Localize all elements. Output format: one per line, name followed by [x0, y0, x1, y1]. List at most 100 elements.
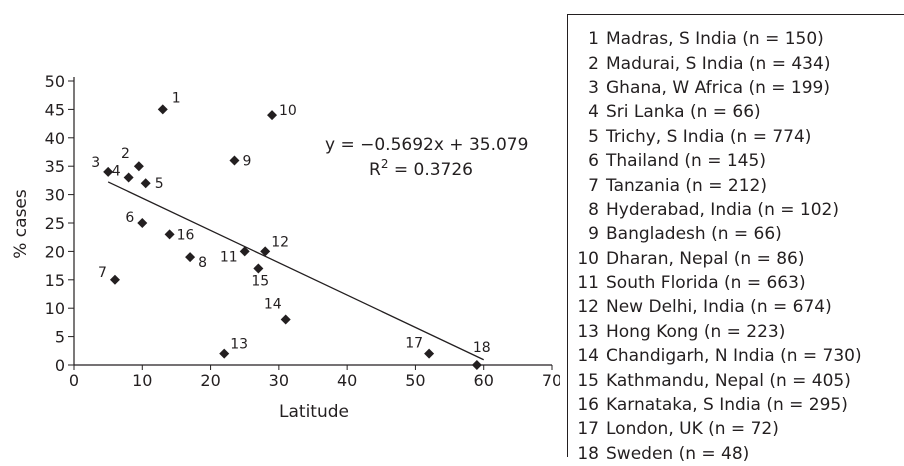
legend-text: Dharan, Nepal (n = 86) [606, 248, 805, 269]
legend: 1 Madras, S India (n = 150) 2 Madurai, S In… [567, 14, 904, 464]
legend-item: 8 Hyderabad, India (n = 102) [568, 198, 862, 222]
data-point [137, 218, 148, 228]
legend-item: 4 Sri Lanka (n = 66) [568, 100, 862, 124]
trendline [107, 181, 484, 361]
legend-item: 1 Madras, S India (n = 150) [568, 27, 862, 51]
data-point [140, 178, 151, 189]
legend-item: 14 Chandigarh, N India (n = 730) [568, 344, 862, 368]
legend-text: Thailand (n = 145) [606, 151, 766, 172]
legend-item: 12 New Delhi, India (n = 674) [568, 295, 862, 319]
legend-number: 6 [588, 151, 599, 172]
legend-number: 9 [588, 224, 599, 245]
point-label: 4 [112, 164, 121, 180]
data-point [280, 314, 291, 325]
point-label: 9 [242, 154, 251, 170]
point-label: 16 [177, 227, 195, 243]
x-tick-label: 40 [337, 371, 357, 390]
point-label: 3 [91, 155, 100, 171]
y-tick-label: 35 [45, 157, 65, 176]
point-label: 6 [125, 210, 134, 226]
x-tick-label: 60 [474, 371, 494, 390]
legend-text: Sri Lanka (n = 66) [606, 102, 761, 123]
legend-number: 7 [588, 175, 599, 196]
legend-text: Kathmandu, Nepal (n = 405) [606, 370, 851, 391]
x-tick-label: 50 [405, 371, 425, 390]
y-axis-label: % cases [11, 189, 31, 259]
legend-item: 18 Sweden (n = 48) [568, 442, 862, 466]
legend-item: 16 Karnataka, S India (n = 295) [568, 393, 862, 417]
legend-text: Hong Kong (n = 223) [606, 321, 786, 342]
legend-item: 2 Madurai, S India (n = 434) [568, 51, 862, 75]
legend-item: 7 Tanzania (n = 212) [568, 173, 862, 197]
equation-label: y = −0.5692x + 35.079 [325, 135, 528, 155]
data-point [109, 274, 120, 285]
data-point [239, 246, 250, 257]
point-label: 5 [155, 176, 164, 192]
x-tick-label: 10 [132, 371, 152, 390]
legend-item: 17 London, UK (n = 72) [568, 417, 862, 441]
data-point [185, 252, 196, 263]
data-point [424, 348, 435, 359]
data-point [471, 360, 482, 370]
point-label: 15 [251, 273, 269, 289]
legend-text: Ghana, W Africa (n = 199) [606, 77, 831, 98]
legend-item: 5 Trichy, S India (n = 774) [568, 125, 862, 149]
legend-number: 2 [588, 53, 599, 74]
data-point [157, 104, 168, 115]
legend-number: 11 [577, 273, 599, 294]
legend-text: South Florida (n = 663) [606, 273, 806, 294]
legend-item: 15 Kathmandu, Nepal (n = 405) [568, 368, 862, 392]
point-label: 1 [172, 90, 181, 106]
x-tick-label: 0 [69, 371, 79, 390]
legend-item: 3 Ghana, W Africa (n = 199) [568, 76, 862, 100]
legend-number: 3 [588, 77, 599, 98]
y-tick-label: 5 [55, 328, 65, 347]
legend-item: 9 Bangladesh (n = 66) [568, 222, 862, 246]
legend-text: London, UK (n = 72) [606, 419, 779, 440]
data-point [260, 246, 271, 257]
legend-text: Chandigarh, N India (n = 730) [606, 346, 862, 367]
y-tick-label: 40 [45, 129, 65, 148]
data-point [164, 229, 175, 240]
legend-text: Karnataka, S India (n = 295) [606, 395, 848, 416]
y-tick-label: 45 [45, 100, 65, 119]
legend-item: 13 Hong Kong (n = 223) [568, 320, 862, 344]
legend-text: Tanzania (n = 212) [606, 175, 767, 196]
legend-number: 15 [577, 370, 599, 391]
point-label: 8 [198, 255, 207, 271]
data-point [229, 155, 240, 166]
legend-number: 16 [577, 395, 599, 416]
y-tick-label: 25 [45, 214, 65, 233]
legend-item: 10 Dharan, Nepal (n = 86) [568, 247, 862, 271]
point-label: 2 [121, 146, 130, 162]
legend-text: Sweden (n = 48) [606, 443, 750, 464]
legend-number: 1 [588, 29, 599, 50]
legend-item: 11 South Florida (n = 663) [568, 271, 862, 295]
point-label: 7 [98, 265, 107, 281]
x-tick-label: 70 [542, 371, 560, 390]
data-point [133, 161, 144, 172]
x-tick-label: 30 [269, 371, 289, 390]
legend-number: 14 [577, 346, 599, 367]
legend-text: Bangladesh (n = 66) [606, 224, 782, 245]
legend-text: Hyderabad, India (n = 102) [606, 199, 839, 220]
point-label: 10 [279, 103, 297, 119]
data-point [103, 166, 114, 177]
legend-number: 10 [577, 248, 599, 269]
legend-number: 8 [588, 199, 599, 220]
legend-text: New Delhi, India (n = 674) [606, 297, 832, 318]
y-tick-label: 50 [45, 72, 65, 91]
legend-number: 12 [577, 297, 599, 318]
y-tick-label: 30 [45, 186, 65, 205]
y-tick-label: 0 [55, 356, 65, 375]
x-tick-label: 20 [200, 371, 220, 390]
point-label: 13 [230, 337, 248, 353]
legend-text: Madurai, S India (n = 434) [606, 53, 831, 74]
legend-text: Trichy, S India (n = 774) [606, 126, 812, 147]
legend-number: 17 [577, 419, 599, 440]
point-label: 18 [473, 340, 491, 356]
data-point [219, 348, 230, 359]
r-squared-label: R2 = 0.3726 [369, 157, 473, 180]
legend-number: 18 [577, 443, 599, 464]
